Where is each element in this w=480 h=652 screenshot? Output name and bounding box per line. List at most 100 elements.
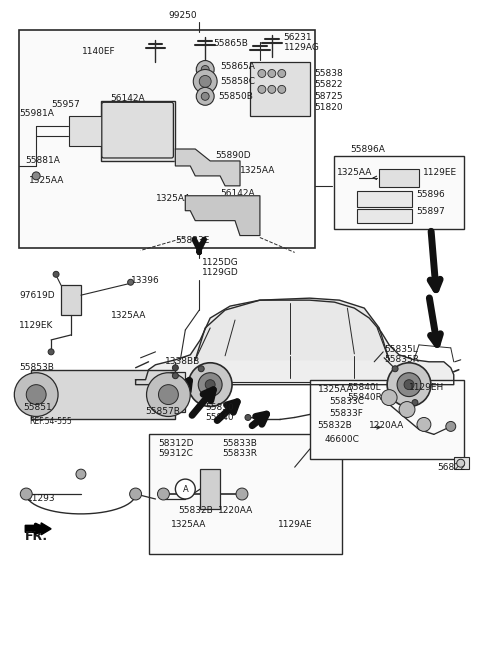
Circle shape [258,70,266,78]
Text: 55830: 55830 [205,403,234,412]
Circle shape [236,488,248,500]
Text: 1325AA: 1325AA [111,310,146,319]
Bar [357,209,412,222]
Circle shape [446,421,456,432]
Text: 1220AA: 1220AA [218,507,253,516]
Text: 55890D: 55890D [215,151,251,160]
Text: 55833B: 55833B [222,439,257,448]
Text: 55838: 55838 [314,69,343,78]
Circle shape [412,400,418,406]
Text: 1220AA: 1220AA [369,421,405,430]
FancyBboxPatch shape [102,102,173,158]
Circle shape [404,379,414,390]
Polygon shape [136,300,454,385]
Circle shape [172,364,179,371]
Bar [200,469,220,509]
Circle shape [417,417,431,432]
Text: 1325AA: 1325AA [156,194,191,203]
Text: 55832B: 55832B [179,507,213,516]
Text: 1325AA: 1325AA [337,168,373,177]
Text: 55832B: 55832B [318,421,352,430]
Text: 1129EH: 1129EH [409,383,444,392]
Text: 55833E: 55833E [175,236,210,245]
Text: 55896A: 55896A [350,145,384,153]
Circle shape [193,70,217,93]
Bar [379,169,419,187]
Circle shape [258,85,266,93]
Text: 56822: 56822 [437,463,465,471]
Bar [357,191,412,207]
Text: REF.54-555: REF.54-555 [29,417,72,426]
Circle shape [278,70,286,78]
Text: 1129EE: 1129EE [423,168,457,177]
Text: 55822: 55822 [314,80,343,89]
Text: 11293: 11293 [27,494,56,503]
Circle shape [130,488,142,500]
Circle shape [198,373,222,396]
Circle shape [205,379,215,390]
Text: FR.: FR. [25,530,48,543]
Circle shape [48,349,54,355]
Circle shape [392,366,398,372]
Circle shape [381,390,397,406]
Circle shape [201,93,209,100]
Text: 55835R: 55835R [384,355,419,364]
Circle shape [397,373,421,396]
Bar [250,61,310,116]
FancyArrow shape [25,523,51,535]
Text: 55840R: 55840R [348,393,382,402]
Text: 1129AG: 1129AG [284,43,320,52]
Circle shape [278,85,286,93]
Text: 55833R: 55833R [222,449,257,458]
Text: A: A [182,484,188,494]
Text: 97619D: 97619D [19,291,55,300]
Text: 55840L: 55840L [348,383,381,392]
Text: 51820: 51820 [314,103,343,111]
Text: 1325AA: 1325AA [318,385,353,394]
Circle shape [399,402,415,417]
Text: 55897: 55897 [416,207,445,216]
Circle shape [198,366,204,372]
Polygon shape [185,196,260,235]
Text: 55981A: 55981A [19,109,54,118]
Bar [61,285,81,315]
Circle shape [76,469,86,479]
Text: 13396: 13396 [131,276,159,285]
Circle shape [245,415,251,421]
Bar [454,457,468,469]
Text: 1129EK: 1129EK [19,321,54,329]
Bar [101,101,175,161]
Bar [170,372,185,411]
Text: 1129AE: 1129AE [278,520,312,529]
Circle shape [268,70,276,78]
Text: 56142A: 56142A [220,189,255,198]
Text: 55896: 55896 [416,190,445,200]
Bar [19,30,314,248]
Text: 55857B: 55857B [145,407,180,416]
Bar [310,379,464,459]
Circle shape [199,76,211,87]
Text: 1125DG: 1125DG [202,258,239,267]
Text: 1325AA: 1325AA [240,166,276,175]
Circle shape [172,373,179,379]
Text: 55833F: 55833F [329,409,363,418]
Circle shape [53,271,59,277]
Text: 56142A: 56142A [111,94,145,103]
Circle shape [457,459,465,467]
Circle shape [20,488,32,500]
Text: 1325AA: 1325AA [170,520,206,529]
Circle shape [196,87,214,105]
Polygon shape [175,149,240,186]
Text: 55858C: 55858C [220,77,255,86]
Text: 55835L: 55835L [384,346,418,354]
Text: 55853B: 55853B [19,363,54,372]
Text: 55865B: 55865B [213,39,248,48]
Bar [31,370,175,419]
Text: 1129GD: 1129GD [202,268,239,277]
Text: 59312C: 59312C [158,449,193,458]
Text: 58725: 58725 [314,92,343,101]
Circle shape [188,363,232,407]
Text: 55957: 55957 [51,100,80,109]
Text: 55833C: 55833C [329,397,364,406]
Circle shape [158,385,179,404]
